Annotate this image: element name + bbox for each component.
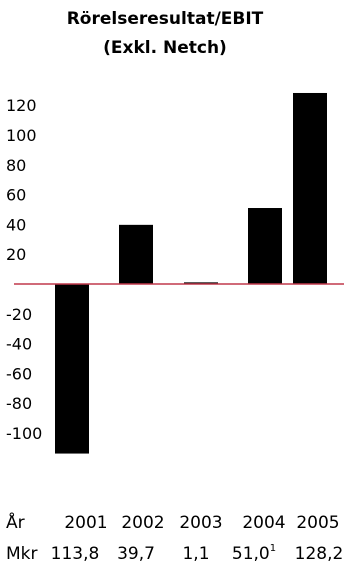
y-tick-label: -80 (6, 394, 32, 413)
bar-2005 (293, 92, 327, 285)
y-tick-label: 80 (6, 156, 26, 175)
table-value-2003: 1,1 (182, 544, 209, 564)
y-tick-label: -40 (6, 335, 32, 354)
table-row-label-year: År (6, 511, 25, 533)
bar-2004 (248, 208, 282, 284)
table-value-2002: 39,7 (117, 544, 155, 564)
y-tick-label: 40 (6, 215, 26, 234)
table-year-2003: 2003 (179, 513, 222, 533)
bars (55, 92, 327, 454)
y-tick-label: -20 (6, 305, 32, 324)
y-tick-label: 20 (6, 245, 26, 264)
y-tick-label: 100 (6, 126, 37, 145)
y-tick-label: 120 (6, 96, 37, 115)
y-tick-label: -60 (6, 364, 32, 383)
table-year-2004: 2004 (242, 513, 285, 533)
bar-2003 (184, 282, 218, 284)
footnote-mark: 1 (270, 543, 276, 554)
table-year-2005: 2005 (296, 513, 339, 533)
table-year-2001: 2001 (64, 513, 107, 533)
chart-title: Rörelseresultat/EBIT (67, 9, 264, 29)
table-value-2005: 128,2 (295, 544, 344, 564)
y-tick-label: 60 (6, 186, 26, 205)
data-table: År Mkr 2001 2002 2003 2004 2005 113,8 39,7 1,1 51,… (6, 511, 343, 564)
table-value-2004: 51,01 (232, 543, 276, 564)
bar-2001 (55, 284, 89, 454)
chart-subtitle: (Exkl. Netch) (103, 38, 227, 58)
bar-2002 (119, 224, 153, 284)
table-row-label-mkr: Mkr (6, 544, 38, 564)
y-tick-label: -100 (6, 424, 42, 443)
table-year-2002: 2002 (121, 513, 164, 533)
table-value-2001: 113,8 (51, 544, 100, 564)
y-axis-ticks: 120 100 80 60 40 20 -20 -40 -60 -80 -100 (6, 96, 42, 443)
